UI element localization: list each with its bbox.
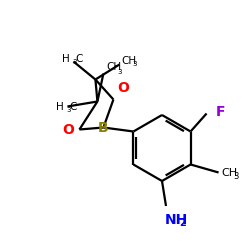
Text: 3: 3 xyxy=(132,62,137,68)
Text: 3: 3 xyxy=(72,60,77,66)
Text: 3: 3 xyxy=(66,106,71,112)
Text: H: H xyxy=(56,102,64,112)
Text: B: B xyxy=(98,120,109,134)
Text: CH: CH xyxy=(222,168,238,177)
Text: C: C xyxy=(76,54,83,64)
Text: O: O xyxy=(118,82,129,96)
Text: CH: CH xyxy=(106,62,122,72)
Text: H: H xyxy=(62,54,70,64)
Text: 3: 3 xyxy=(234,172,239,181)
Text: CH: CH xyxy=(122,56,136,66)
Text: 2: 2 xyxy=(179,218,186,228)
Text: F: F xyxy=(216,106,225,120)
Text: NH: NH xyxy=(165,213,188,227)
Text: C: C xyxy=(70,102,77,112)
Text: 3: 3 xyxy=(118,68,122,74)
Text: O: O xyxy=(62,122,74,136)
